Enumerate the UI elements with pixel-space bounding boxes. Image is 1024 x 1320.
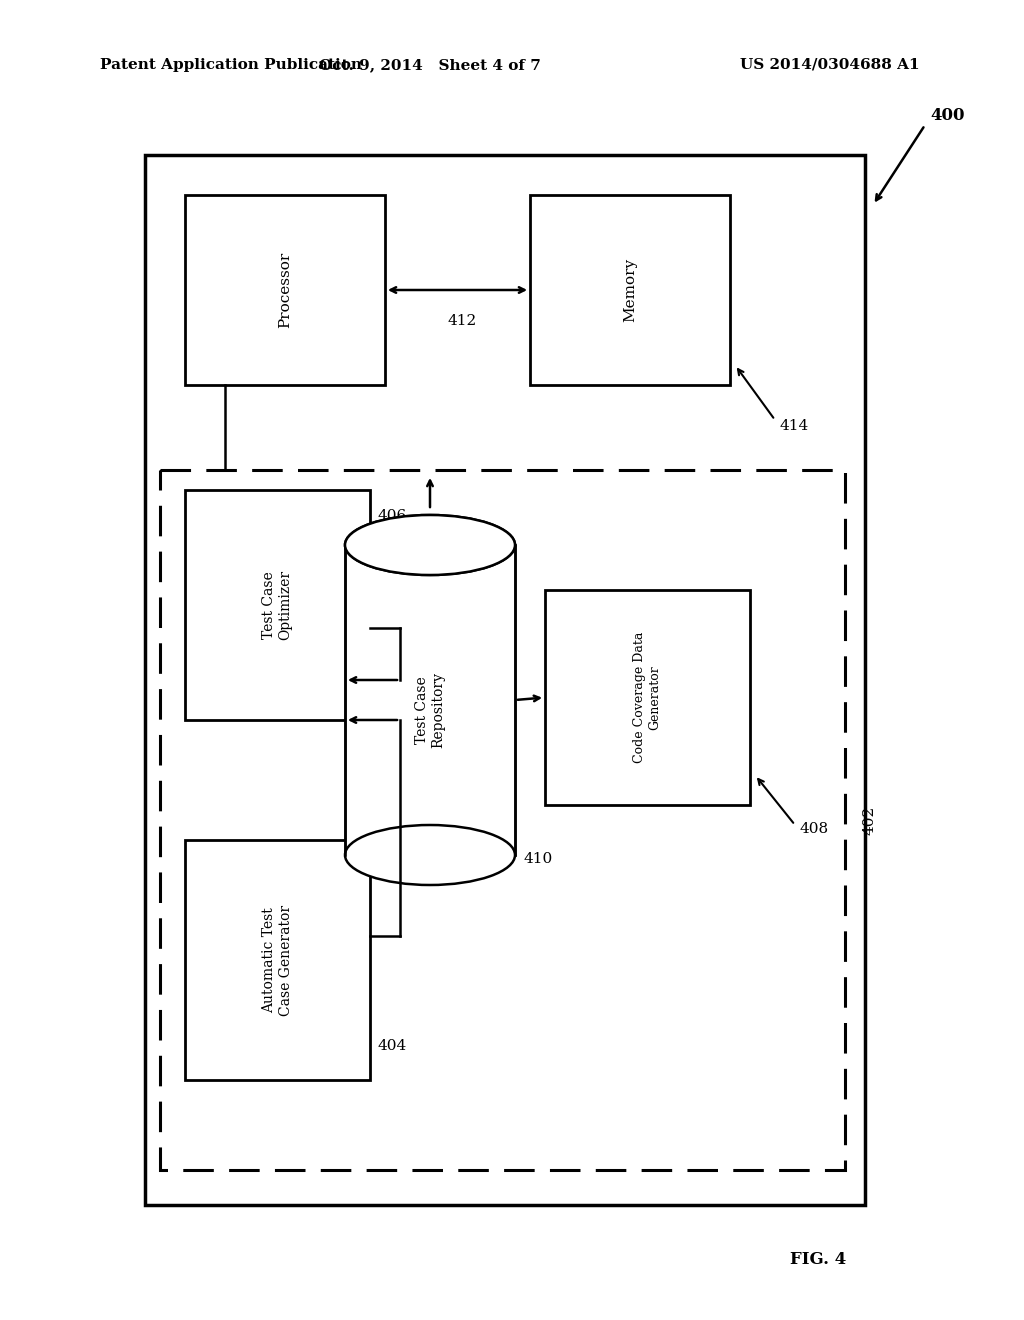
Text: 410: 410 <box>523 851 552 866</box>
Bar <box>530 195 730 385</box>
Text: Patent Application Publication: Patent Application Publication <box>100 58 362 73</box>
Text: Test Case
Optimizer: Test Case Optimizer <box>262 570 293 640</box>
Text: FIG. 4: FIG. 4 <box>790 1251 846 1269</box>
Bar <box>185 195 385 385</box>
Text: Processor: Processor <box>278 252 292 329</box>
Text: 408: 408 <box>800 822 829 836</box>
Ellipse shape <box>345 515 515 576</box>
Text: 400: 400 <box>930 107 965 124</box>
Text: 406: 406 <box>378 510 408 523</box>
Text: US 2014/0304688 A1: US 2014/0304688 A1 <box>740 58 920 73</box>
Text: Test Case
Repository: Test Case Repository <box>415 672 445 748</box>
Bar <box>185 490 370 719</box>
Text: Automatic Test
Case Generator: Automatic Test Case Generator <box>262 904 293 1015</box>
Text: 412: 412 <box>447 314 477 327</box>
Bar <box>185 840 370 1080</box>
Bar <box>145 154 865 1205</box>
Text: 404: 404 <box>378 1039 408 1053</box>
Ellipse shape <box>345 825 515 884</box>
Text: Code Coverage Data
Generator: Code Coverage Data Generator <box>634 632 662 763</box>
Bar <box>345 545 515 855</box>
Text: Oct. 9, 2014   Sheet 4 of 7: Oct. 9, 2014 Sheet 4 of 7 <box>319 58 541 73</box>
Bar <box>160 470 845 1170</box>
Ellipse shape <box>345 515 515 576</box>
Text: 402: 402 <box>863 805 877 834</box>
Text: Memory: Memory <box>623 257 637 322</box>
Text: 414: 414 <box>780 418 809 433</box>
Bar <box>545 590 750 805</box>
